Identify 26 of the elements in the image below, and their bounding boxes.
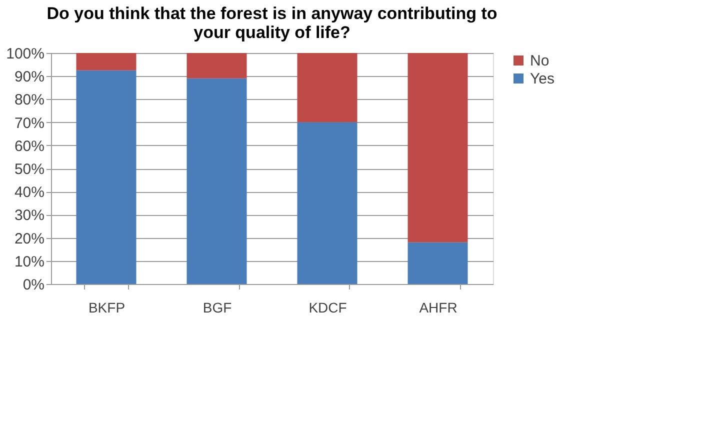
legend-label: No: [530, 52, 550, 70]
chart-title: Do you think that the forest is in anyway contributing to your quality of life?: [46, 4, 498, 42]
y-tick-label: 40%: [14, 184, 44, 202]
x-tick-label: BKFP: [88, 300, 126, 316]
y-tick-label: 10%: [14, 253, 44, 270]
bar: [408, 242, 468, 284]
y-tick-label: 90%: [14, 68, 44, 86]
y-tick-label: 80%: [14, 92, 44, 109]
y-tick-label: 50%: [14, 161, 44, 178]
y-tick-label: 30%: [14, 207, 44, 224]
y-tick-label: 100%: [6, 46, 44, 62]
bar: [186, 78, 247, 284]
bar: [408, 53, 468, 242]
legend-label: Yes: [530, 70, 554, 88]
bar: [297, 53, 358, 122]
x-tick-label: BGF: [202, 300, 232, 316]
bar: [186, 53, 247, 78]
x-tick-label: AHFR: [419, 300, 458, 316]
bar: [297, 122, 358, 284]
y-tick-label: 20%: [14, 230, 44, 248]
y-tick-label: 70%: [14, 114, 44, 132]
y-tick-label: 0%: [22, 276, 44, 294]
bar: [76, 70, 136, 284]
y-tick-label: 60%: [14, 138, 44, 155]
x-tick-label: KDCF: [308, 300, 347, 316]
bar: [76, 53, 136, 70]
